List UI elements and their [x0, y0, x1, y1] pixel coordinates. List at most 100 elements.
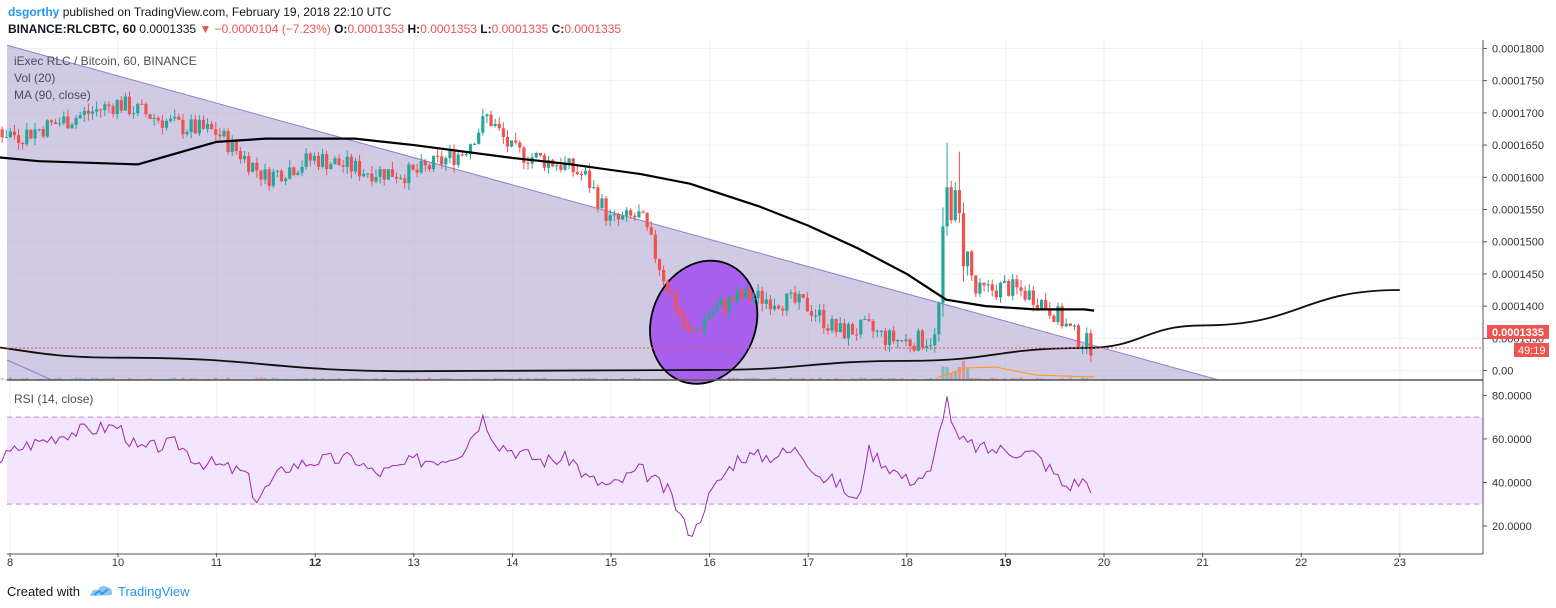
volume-bar [74, 377, 78, 380]
volume-bar [312, 377, 316, 380]
candle-body [0, 129, 4, 138]
candle-body [312, 155, 316, 161]
candle-body [337, 158, 341, 166]
candle-body [859, 319, 863, 335]
volume-bar [542, 377, 547, 380]
candle-body [1048, 308, 1052, 316]
tradingview-logo-icon[interactable] [88, 583, 114, 604]
candle-body [357, 160, 362, 177]
candle-body [21, 142, 25, 145]
high-label: H: [407, 22, 421, 36]
candle-body [1031, 290, 1035, 305]
candle-body [279, 170, 284, 182]
candle-body [4, 137, 8, 139]
candle-body [263, 169, 267, 180]
candle-body [953, 190, 957, 221]
volume-bar [497, 378, 501, 380]
candle-body [329, 164, 333, 170]
time-tick-label: 18 [901, 557, 913, 569]
candle-body [682, 316, 686, 326]
volume-bar [789, 377, 793, 380]
chart-area[interactable]: 0.0001800 0.0001750 0.0001700 0.0001650 0.00… [0, 38, 1556, 578]
time-tick-label: 10 [112, 557, 124, 569]
candle-body [645, 212, 649, 228]
triangle-upper-trendline [6, 44, 1219, 381]
rsi-axis[interactable]: 80.0000 60.0000 40.0000 20.0000 [1483, 390, 1532, 533]
candle-body [259, 170, 263, 180]
candle-body [411, 164, 415, 170]
candle-body [793, 292, 797, 303]
price-tick-label: 0.0001400 [1492, 301, 1544, 313]
candle-body [707, 315, 711, 319]
candle-body [518, 142, 522, 148]
candle-body [230, 139, 234, 152]
time-tick-label: 20 [1098, 557, 1110, 569]
candle-body [937, 303, 941, 335]
candle-body [1068, 323, 1072, 326]
candle-body [735, 289, 740, 302]
close-label: C: [551, 22, 565, 36]
candle-body [152, 117, 156, 119]
candle-body [974, 275, 978, 294]
price-axis[interactable]: 0.0001800 0.0001750 0.0001700 0.0001650 0.00… [1483, 43, 1544, 378]
volume-bar [994, 378, 998, 380]
change-value: ▼ −0.0000104 (−7.23%) [199, 22, 331, 36]
candle-body [501, 128, 505, 137]
time-tick-label: 23 [1394, 557, 1406, 569]
candle-body [809, 311, 814, 316]
candle-body [830, 318, 834, 331]
candle-body [629, 210, 633, 216]
volume-bar [694, 377, 699, 380]
candle-body [945, 187, 949, 227]
candle-body [1085, 333, 1089, 347]
candle-body [431, 155, 436, 170]
volume-bar [538, 378, 542, 380]
candle-body [481, 116, 485, 133]
volume-bar [440, 377, 444, 380]
volume-bar [1019, 377, 1023, 380]
candles-layer [0, 91, 1093, 362]
candle-body [1019, 287, 1023, 291]
candle-body [45, 120, 49, 137]
tradingview-link[interactable]: TradingView [118, 584, 190, 599]
candle-body [62, 116, 66, 124]
time-axis[interactable]: 8 10 11 12 13 14 15 16 17 18 19 20 21 22 23 [7, 553, 1406, 569]
candle-body [378, 169, 382, 177]
volume-bar [834, 377, 838, 380]
candle-body [694, 329, 699, 332]
candle-body [394, 176, 399, 179]
candle-body [781, 308, 785, 311]
candle-body [189, 119, 193, 132]
candle-body [834, 318, 838, 333]
candle-body [320, 154, 325, 167]
rsi-pane [0, 396, 1483, 537]
rsi-legend: RSI (14, close) [14, 392, 93, 406]
candle-body [255, 162, 259, 171]
volume-bar [374, 378, 378, 380]
candle-body [251, 162, 255, 172]
candle-body [25, 129, 29, 145]
series-legend: iExec RLC / Bitcoin, 60, BINANCE [14, 54, 197, 68]
candle-body [583, 170, 588, 175]
candle-body [33, 129, 37, 139]
candle-body [649, 227, 653, 235]
candle-body [887, 330, 892, 346]
candle-body [489, 114, 493, 127]
volume-bar [961, 360, 966, 380]
candle-body [1044, 299, 1048, 309]
volume-bar [193, 378, 197, 380]
author-link[interactable]: dsgorthy [8, 5, 60, 19]
overlay-lines [0, 137, 1483, 373]
candle-body [764, 299, 768, 304]
open-value: 0.0001353 [347, 22, 405, 36]
candle-body [957, 190, 961, 214]
candle-body [723, 299, 727, 312]
candle-body [616, 214, 620, 220]
candle-body [731, 296, 736, 302]
volume-bar [403, 378, 407, 380]
candle-body [362, 173, 366, 177]
candle-body [538, 152, 542, 156]
price-tick-label: 0.0001650 [1492, 140, 1544, 152]
candle-body [419, 161, 423, 173]
volume-bar [382, 377, 386, 380]
